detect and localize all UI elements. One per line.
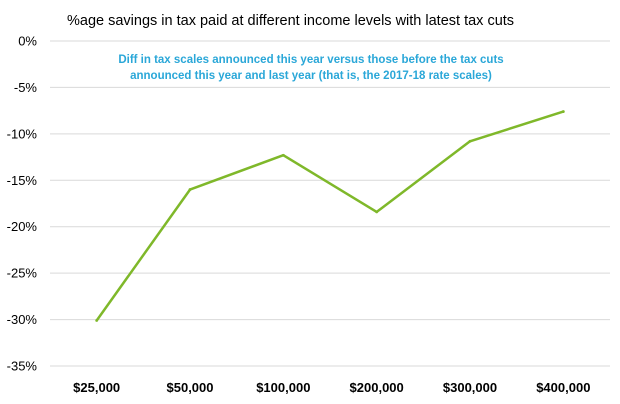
x-tick-label: $100,000 — [256, 380, 310, 395]
annotation-line: announced this year and last year (that … — [130, 70, 492, 82]
chart-title: %age savings in tax paid at different in… — [67, 13, 514, 29]
y-tick-label: -10% — [7, 126, 38, 141]
series-line — [95, 110, 564, 322]
data-point — [281, 153, 285, 157]
data-point — [375, 210, 379, 214]
x-tick-label: $25,000 — [73, 380, 120, 395]
data-point — [95, 319, 99, 322]
gridlines — [50, 40, 610, 367]
chart-annotation: Diff in tax scales announced this year v… — [118, 54, 503, 82]
y-tick-label: -35% — [7, 359, 38, 374]
x-tick-label: $50,000 — [167, 380, 214, 395]
data-point — [561, 110, 565, 113]
y-tick-label: 0% — [18, 34, 37, 49]
annotation-line: Diff in tax scales announced this year v… — [118, 54, 503, 66]
data-point — [188, 188, 192, 191]
x-tick-label: $300,000 — [443, 380, 497, 395]
y-tick-label: -5% — [14, 80, 38, 95]
y-tick-label: -20% — [7, 219, 38, 234]
data-point — [468, 139, 472, 143]
x-axis-ticks: $25,000 $50,000 $100,000 $200,000 $300,000 $4… — [73, 380, 590, 395]
y-axis-ticks: 0% -5% -10% -15% -20% -25% -30% -35% — [7, 34, 38, 374]
y-tick-label: -15% — [7, 173, 38, 188]
x-tick-label: $200,000 — [350, 380, 404, 395]
y-tick-label: -30% — [7, 312, 38, 327]
series-layer — [95, 110, 565, 322]
y-tick-label: -25% — [7, 266, 38, 281]
x-tick-label: $400,000 — [536, 380, 590, 395]
